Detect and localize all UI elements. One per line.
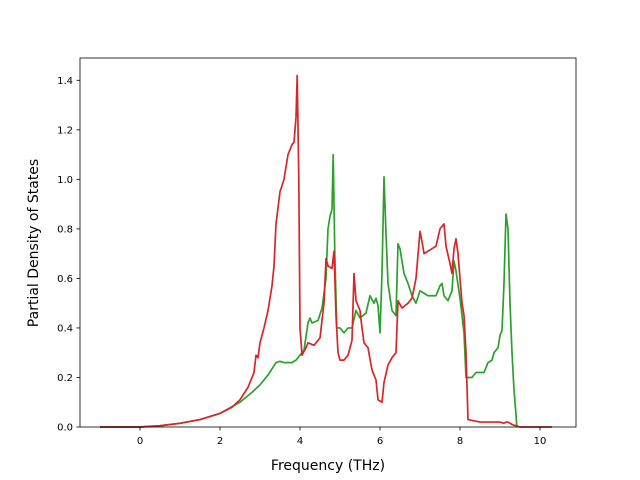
y-tick-label: 0.8: [57, 224, 73, 235]
y-tick-label: 1.2: [57, 125, 73, 136]
y-tick-label: 0.0: [57, 423, 73, 434]
x-axis-ticks: 0 2 4 6 8 10: [137, 427, 547, 447]
y-tick-label: 1.4: [57, 76, 73, 87]
x-tick-label: 4: [297, 436, 303, 447]
series-line-1: [100, 153, 518, 428]
y-axis-label: Partial Density of States: [26, 159, 42, 327]
x-axis-label: Frequency (THz): [271, 458, 385, 474]
y-axis-ticks: 0.0 0.2 0.4 0.6 0.8 1.0 1.2 1.4: [57, 76, 80, 434]
y-tick-label: 0.2: [57, 373, 73, 384]
y-tick-label: 1.0: [57, 175, 73, 186]
plot-frame: [79, 57, 577, 428]
series-line-2: [100, 74, 552, 428]
x-tick-label: 8: [457, 436, 463, 447]
x-tick-label: 10: [534, 436, 547, 447]
y-tick-label: 0.4: [57, 323, 73, 334]
x-tick-label: 6: [377, 436, 383, 447]
series-layer: [100, 74, 552, 428]
x-tick-label: 0: [137, 436, 143, 447]
x-tick-label: 2: [217, 436, 223, 447]
y-tick-label: 0.6: [57, 274, 73, 285]
